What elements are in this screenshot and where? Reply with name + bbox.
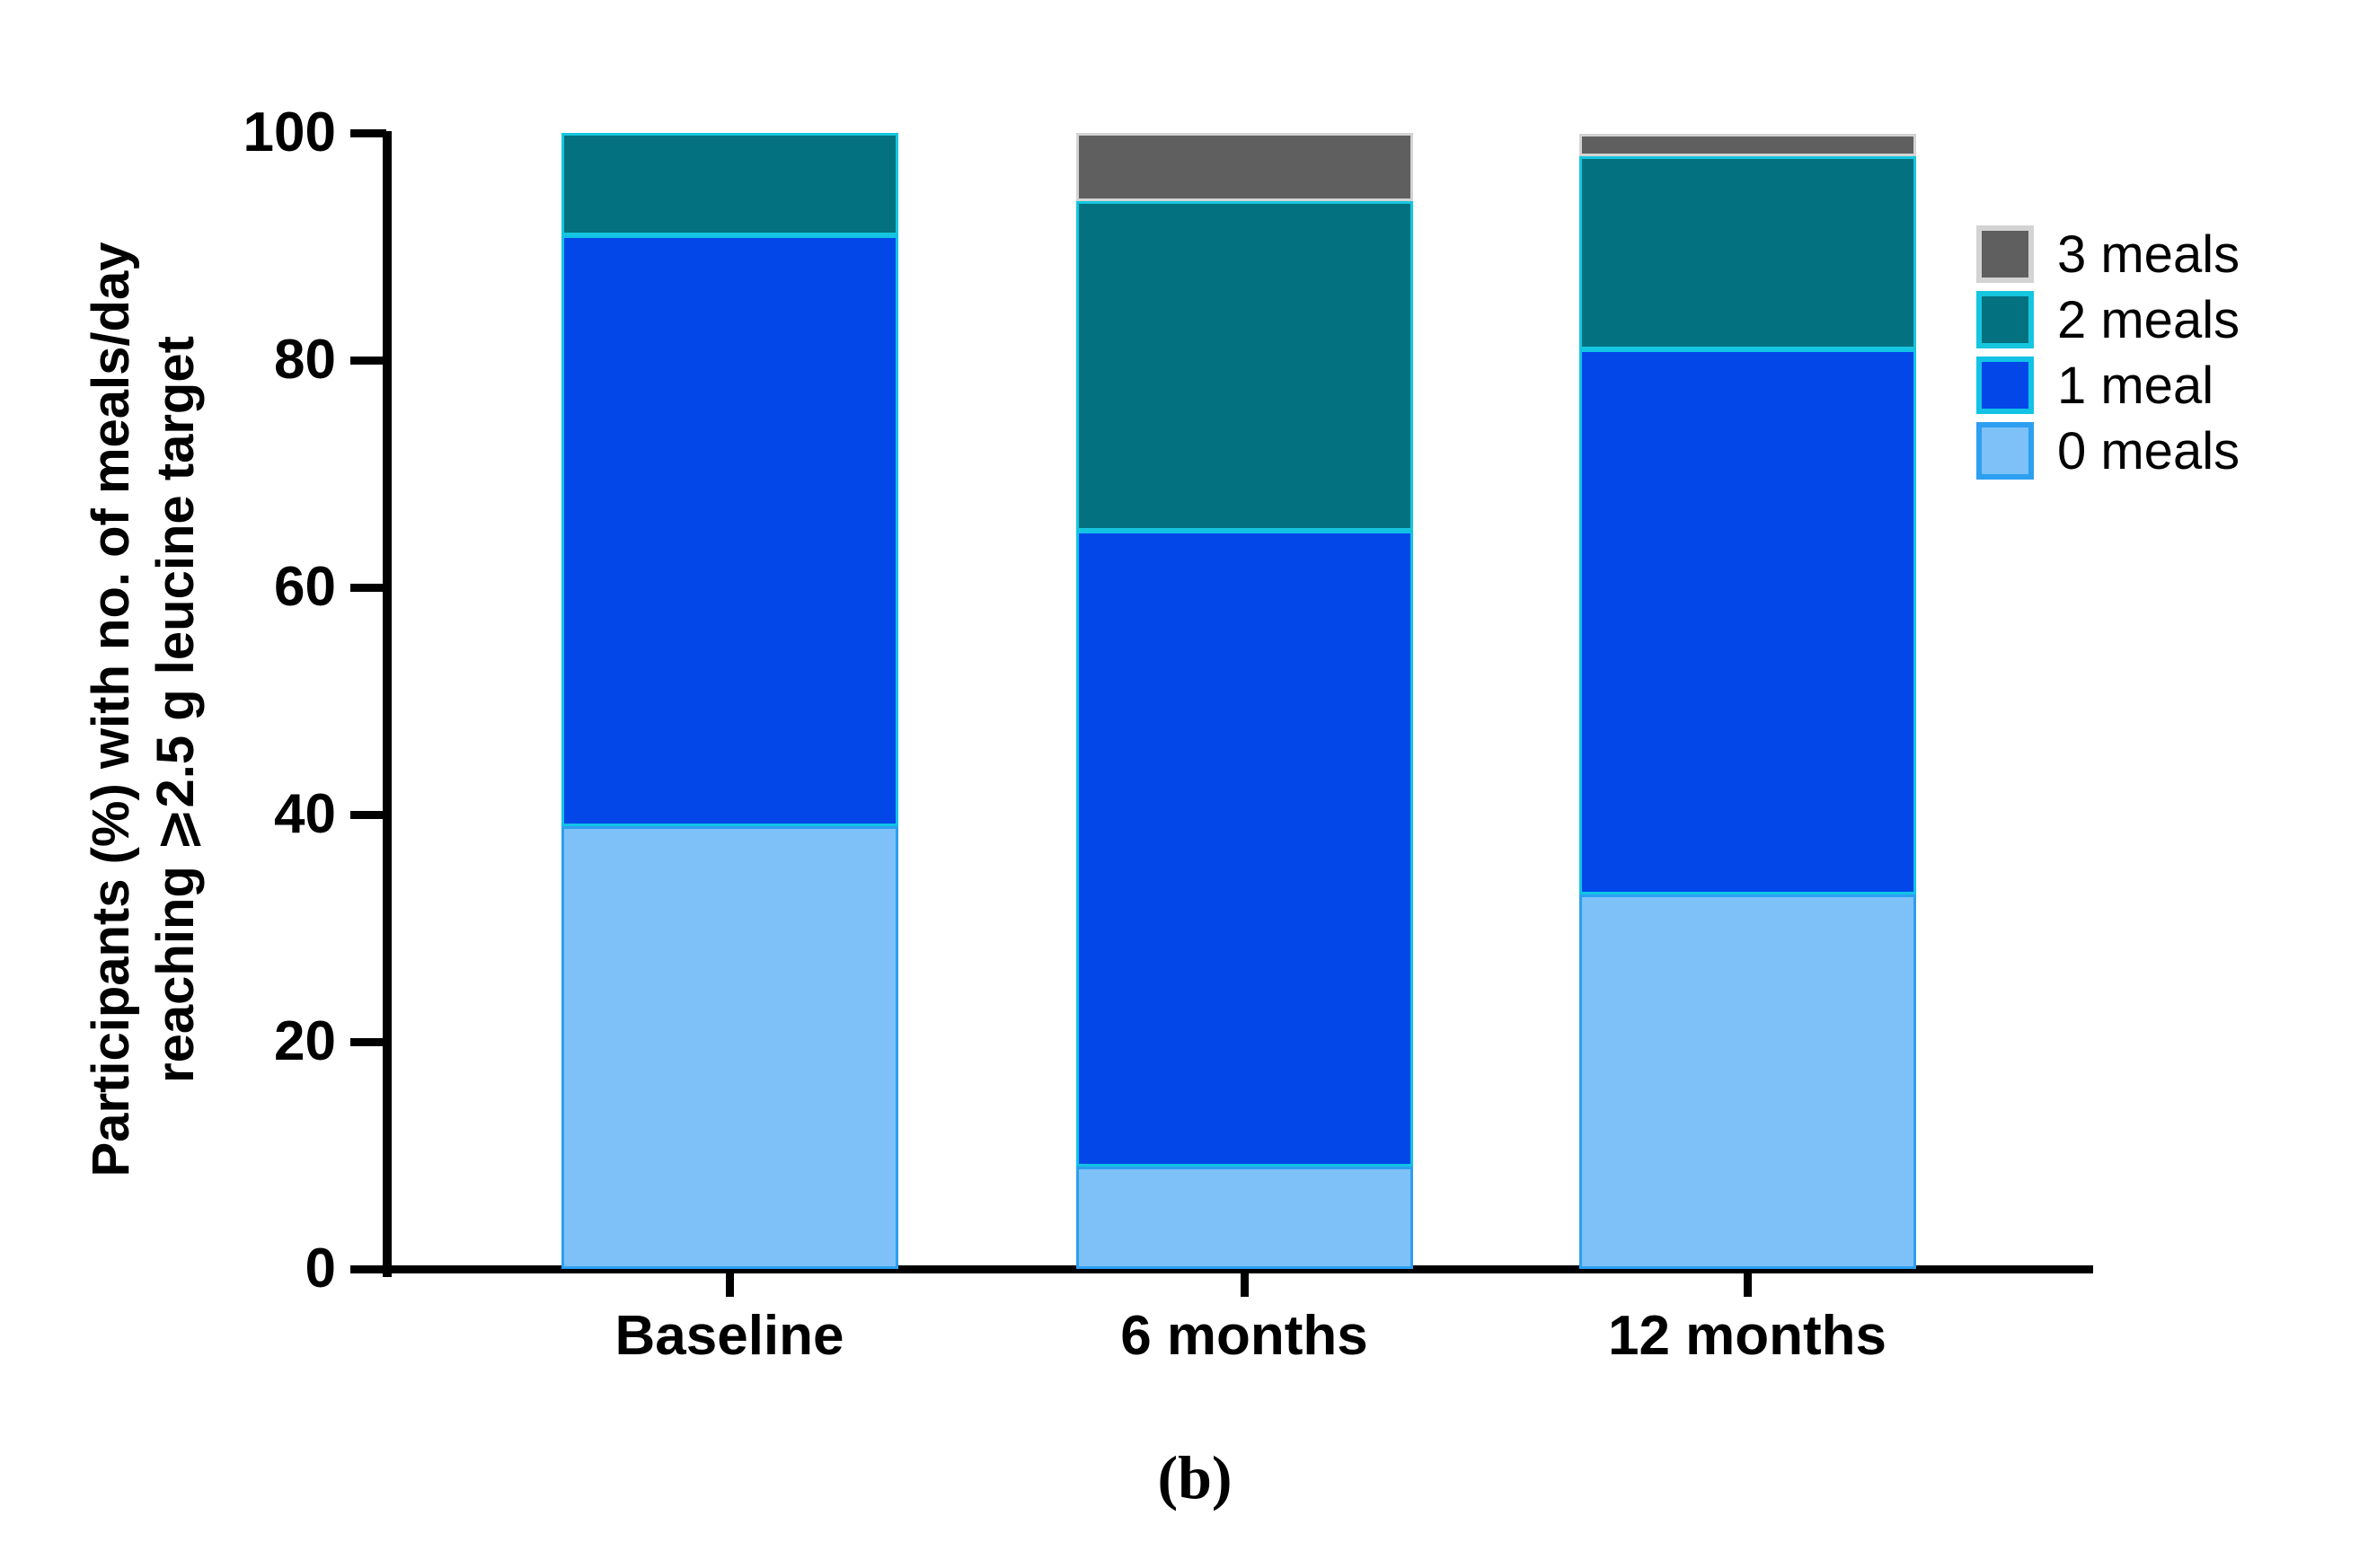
y-tick-label-100: 100 bbox=[243, 101, 336, 163]
x-tick-2 bbox=[1744, 1273, 1752, 1297]
legend: 3 meals 2 meals 1 meal 0 meals bbox=[1976, 225, 2240, 489]
y-axis-line bbox=[383, 131, 392, 1277]
y-tick-80 bbox=[350, 357, 386, 365]
legend-label: 1 meal bbox=[2057, 356, 2214, 415]
segment-1-meal-12-months bbox=[1578, 349, 1916, 894]
segment-0-meals-baseline bbox=[561, 826, 898, 1269]
legend-label: 3 meals bbox=[2057, 225, 2240, 284]
legend-swatch-1-meal bbox=[1976, 357, 2034, 414]
y-tick-100 bbox=[350, 129, 386, 137]
segment-1-meal-6-months bbox=[1075, 531, 1413, 1167]
bar-12-months bbox=[1578, 134, 1916, 1269]
segment-2-meals-baseline bbox=[561, 133, 898, 235]
y-tick-40 bbox=[350, 811, 386, 819]
segment-1-meal-baseline bbox=[561, 235, 898, 826]
legend-item-2-meals: 2 meals bbox=[1976, 290, 2240, 349]
y-tick-60 bbox=[350, 584, 386, 592]
x-tick-0 bbox=[726, 1273, 734, 1297]
segment-0-meals-6-months bbox=[1075, 1167, 1413, 1269]
x-category-label: 12 months bbox=[1607, 1305, 1887, 1367]
x-tick-1 bbox=[1241, 1273, 1249, 1297]
legend-item-1-meal: 1 meal bbox=[1976, 356, 2240, 415]
y-tick-label-40: 40 bbox=[274, 783, 336, 845]
legend-swatch-3-meals bbox=[1976, 225, 2034, 283]
y-axis-title-line1: Participants (%) with no. of meals/day bbox=[82, 242, 140, 1177]
legend-swatch-0-meals bbox=[1976, 422, 2034, 480]
x-axis-line bbox=[383, 1265, 2093, 1273]
legend-label: 2 meals bbox=[2057, 290, 2240, 349]
legend-label: 0 meals bbox=[2057, 421, 2240, 480]
y-tick-0 bbox=[350, 1265, 386, 1273]
y-tick-label-0: 0 bbox=[305, 1238, 336, 1299]
y-tick-label-60: 60 bbox=[274, 556, 336, 618]
segment-2-meals-12-months bbox=[1578, 156, 1916, 349]
segment-2-meals-6-months bbox=[1075, 201, 1413, 531]
segment-3-meals-6-months bbox=[1075, 133, 1413, 201]
y-axis-title-line2: reaching ⩾2.5 g leucine target bbox=[146, 336, 205, 1083]
y-axis-title: Participants (%) with no. of meals/day r… bbox=[79, 36, 208, 1383]
x-category-label: Baseline bbox=[614, 1305, 844, 1367]
segment-0-meals-12-months bbox=[1578, 894, 1916, 1269]
legend-swatch-2-meals bbox=[1976, 291, 2034, 348]
segment-3-meals-12-months bbox=[1578, 134, 1916, 156]
y-tick-20 bbox=[350, 1038, 386, 1046]
y-tick-label-80: 80 bbox=[274, 329, 336, 391]
bar-baseline bbox=[561, 133, 898, 1269]
bar-6-months bbox=[1075, 133, 1413, 1269]
y-tick-label-20: 20 bbox=[274, 1010, 336, 1072]
legend-item-0-meals: 0 meals bbox=[1976, 421, 2240, 480]
legend-item-3-meals: 3 meals bbox=[1976, 225, 2240, 284]
x-category-label: 6 months bbox=[1120, 1305, 1368, 1367]
figure-caption: (b) bbox=[1157, 1443, 1233, 1511]
